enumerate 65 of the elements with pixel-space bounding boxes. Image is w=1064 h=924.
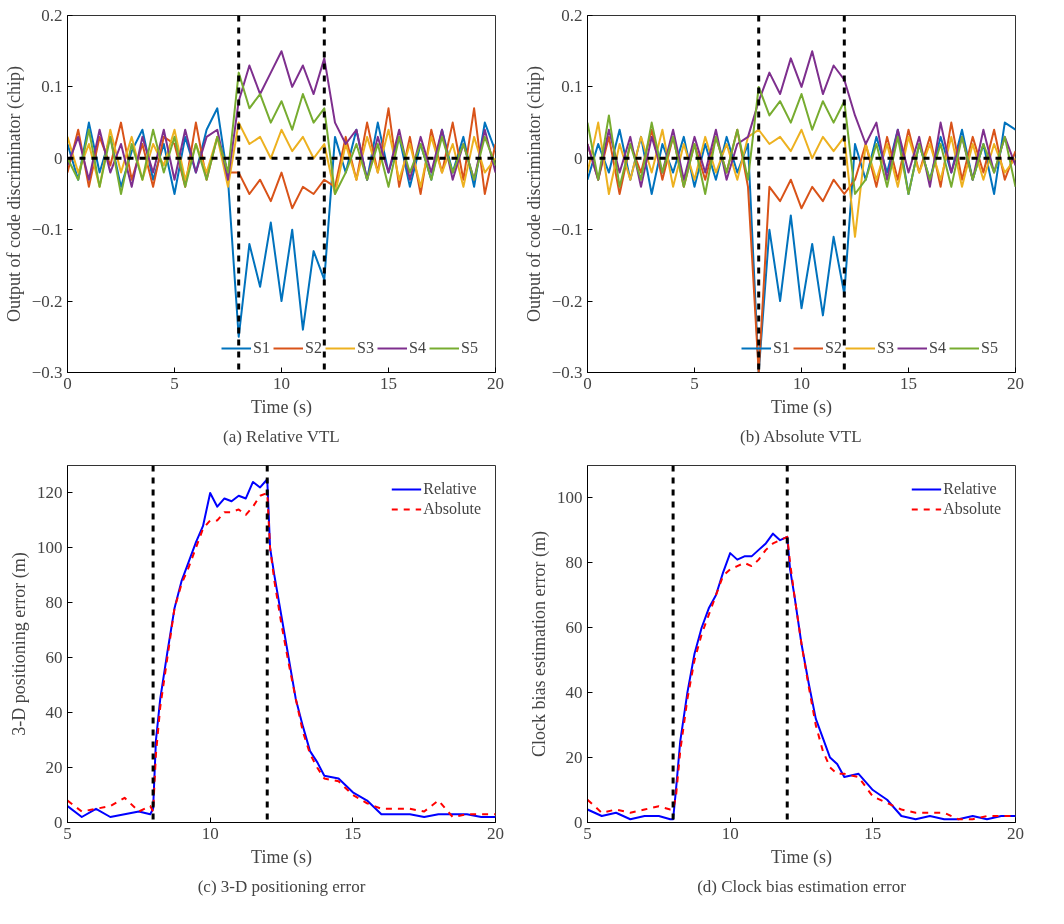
text: (a) Relative VTL (222, 426, 340, 446)
y-tick-label: −0.1 (31, 220, 63, 240)
x-tick-label: 20 (487, 823, 504, 843)
x-tick-label: 5 (63, 823, 72, 843)
y-tick-label: 0 (574, 148, 583, 168)
x-tick-label: 5 (170, 373, 179, 393)
legend-label: Relative (423, 480, 477, 498)
y-tick-label: 60 (45, 648, 63, 668)
y-tick-label: 0.1 (41, 77, 63, 97)
x-tick-label: 15 (900, 373, 917, 393)
x-tick-label: 20 (487, 373, 504, 393)
legend-label: S3 (877, 339, 895, 357)
legend-label: S1 (773, 339, 791, 357)
x-tick-label: 15 (864, 823, 882, 843)
y-tick-label: 0.2 (41, 6, 63, 25)
y-tick-label: 120 (37, 483, 63, 503)
text: (b) Absolute VTL (740, 426, 862, 446)
y-tick-label: −0.1 (551, 220, 583, 240)
text: (c) 3-D positioning error (197, 876, 366, 896)
y-tick-label: 100 (557, 488, 583, 508)
legend-label: S3 (357, 339, 375, 357)
y-tick-label: 40 (45, 703, 63, 723)
y-tick-label: 20 (45, 758, 63, 778)
x-tick-label: 5 (690, 373, 699, 393)
y-axis-title: Output of code discriminator (chip) (523, 66, 545, 322)
x-tick-label: 10 (721, 823, 739, 843)
legend-label: S4 (409, 339, 427, 357)
y-axis-title: Output of code discriminator (chip) (3, 66, 25, 322)
x-tick-label: 10 (273, 373, 290, 393)
y-tick-label: 80 (565, 553, 583, 573)
y-tick-label: 60 (565, 618, 583, 638)
x-tick-label: 10 (201, 823, 219, 843)
legend-label: S4 (929, 339, 947, 357)
y-tick-label: −0.2 (551, 291, 583, 311)
text: (d) Clock bias estimation error (697, 876, 907, 896)
y-axis-title: Clock bias estimation error (m) (529, 531, 550, 757)
y-tick-label: 100 (37, 538, 63, 558)
y-tick-label: 0.2 (561, 6, 583, 25)
x-tick-label: 20 (1007, 373, 1024, 393)
x-tick-label: 20 (1007, 823, 1024, 843)
legend-label: S2 (305, 339, 323, 357)
x-tick-label: 5 (583, 823, 592, 843)
legend-label: S1 (253, 339, 271, 357)
x-tick-label: 15 (380, 373, 397, 393)
legend-label: Relative (943, 480, 997, 498)
y-tick-label: −0.3 (31, 363, 63, 382)
x-tick-label: 10 (793, 373, 810, 393)
y-tick-label: 0.1 (561, 77, 583, 97)
x-axis-title: Time (s) (251, 846, 312, 868)
legend-label: S5 (461, 339, 479, 357)
y-tick-label: 20 (565, 748, 583, 768)
y-tick-label: 0 (54, 148, 63, 168)
y-tick-label: 40 (565, 683, 583, 703)
x-tick-label: 15 (344, 823, 362, 843)
legend-label: S2 (825, 339, 843, 357)
y-axis-title: 3-D positioning error (m) (9, 552, 30, 736)
legend-label: Absolute (943, 500, 1001, 518)
x-axis-title: Time (s) (771, 396, 832, 418)
y-tick-label: −0.2 (31, 291, 63, 311)
x-axis-title: Time (s) (251, 396, 312, 418)
legend-label: S5 (981, 339, 999, 357)
y-tick-label: 80 (45, 593, 63, 613)
y-tick-label: −0.3 (551, 363, 583, 382)
legend-label: Absolute (423, 500, 481, 518)
x-axis-title: Time (s) (771, 846, 832, 868)
